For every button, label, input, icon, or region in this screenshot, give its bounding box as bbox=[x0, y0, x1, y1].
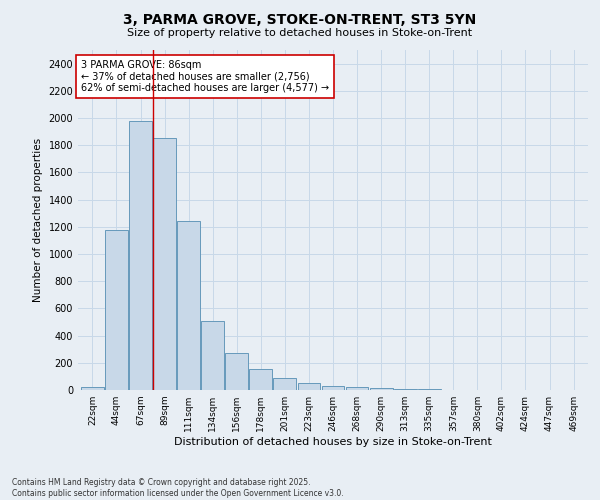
Bar bbox=[226, 352, 248, 390]
Bar bbox=[177, 222, 200, 390]
Bar bbox=[153, 138, 176, 390]
Bar bbox=[201, 320, 224, 390]
Y-axis label: Number of detached properties: Number of detached properties bbox=[33, 138, 43, 302]
Bar bbox=[394, 389, 416, 390]
Bar bbox=[105, 230, 128, 390]
Text: 3, PARMA GROVE, STOKE-ON-TRENT, ST3 5YN: 3, PARMA GROVE, STOKE-ON-TRENT, ST3 5YN bbox=[124, 12, 476, 26]
Bar bbox=[129, 122, 152, 390]
Text: Contains HM Land Registry data © Crown copyright and database right 2025.
Contai: Contains HM Land Registry data © Crown c… bbox=[12, 478, 344, 498]
Bar bbox=[346, 386, 368, 390]
Text: Size of property relative to detached houses in Stoke-on-Trent: Size of property relative to detached ho… bbox=[127, 28, 473, 38]
Bar bbox=[81, 386, 104, 390]
Bar bbox=[298, 383, 320, 390]
X-axis label: Distribution of detached houses by size in Stoke-on-Trent: Distribution of detached houses by size … bbox=[174, 437, 492, 447]
Text: 3 PARMA GROVE: 86sqm
← 37% of detached houses are smaller (2,756)
62% of semi-de: 3 PARMA GROVE: 86sqm ← 37% of detached h… bbox=[80, 60, 329, 94]
Bar bbox=[370, 388, 392, 390]
Bar bbox=[250, 369, 272, 390]
Bar bbox=[322, 386, 344, 390]
Bar bbox=[274, 378, 296, 390]
